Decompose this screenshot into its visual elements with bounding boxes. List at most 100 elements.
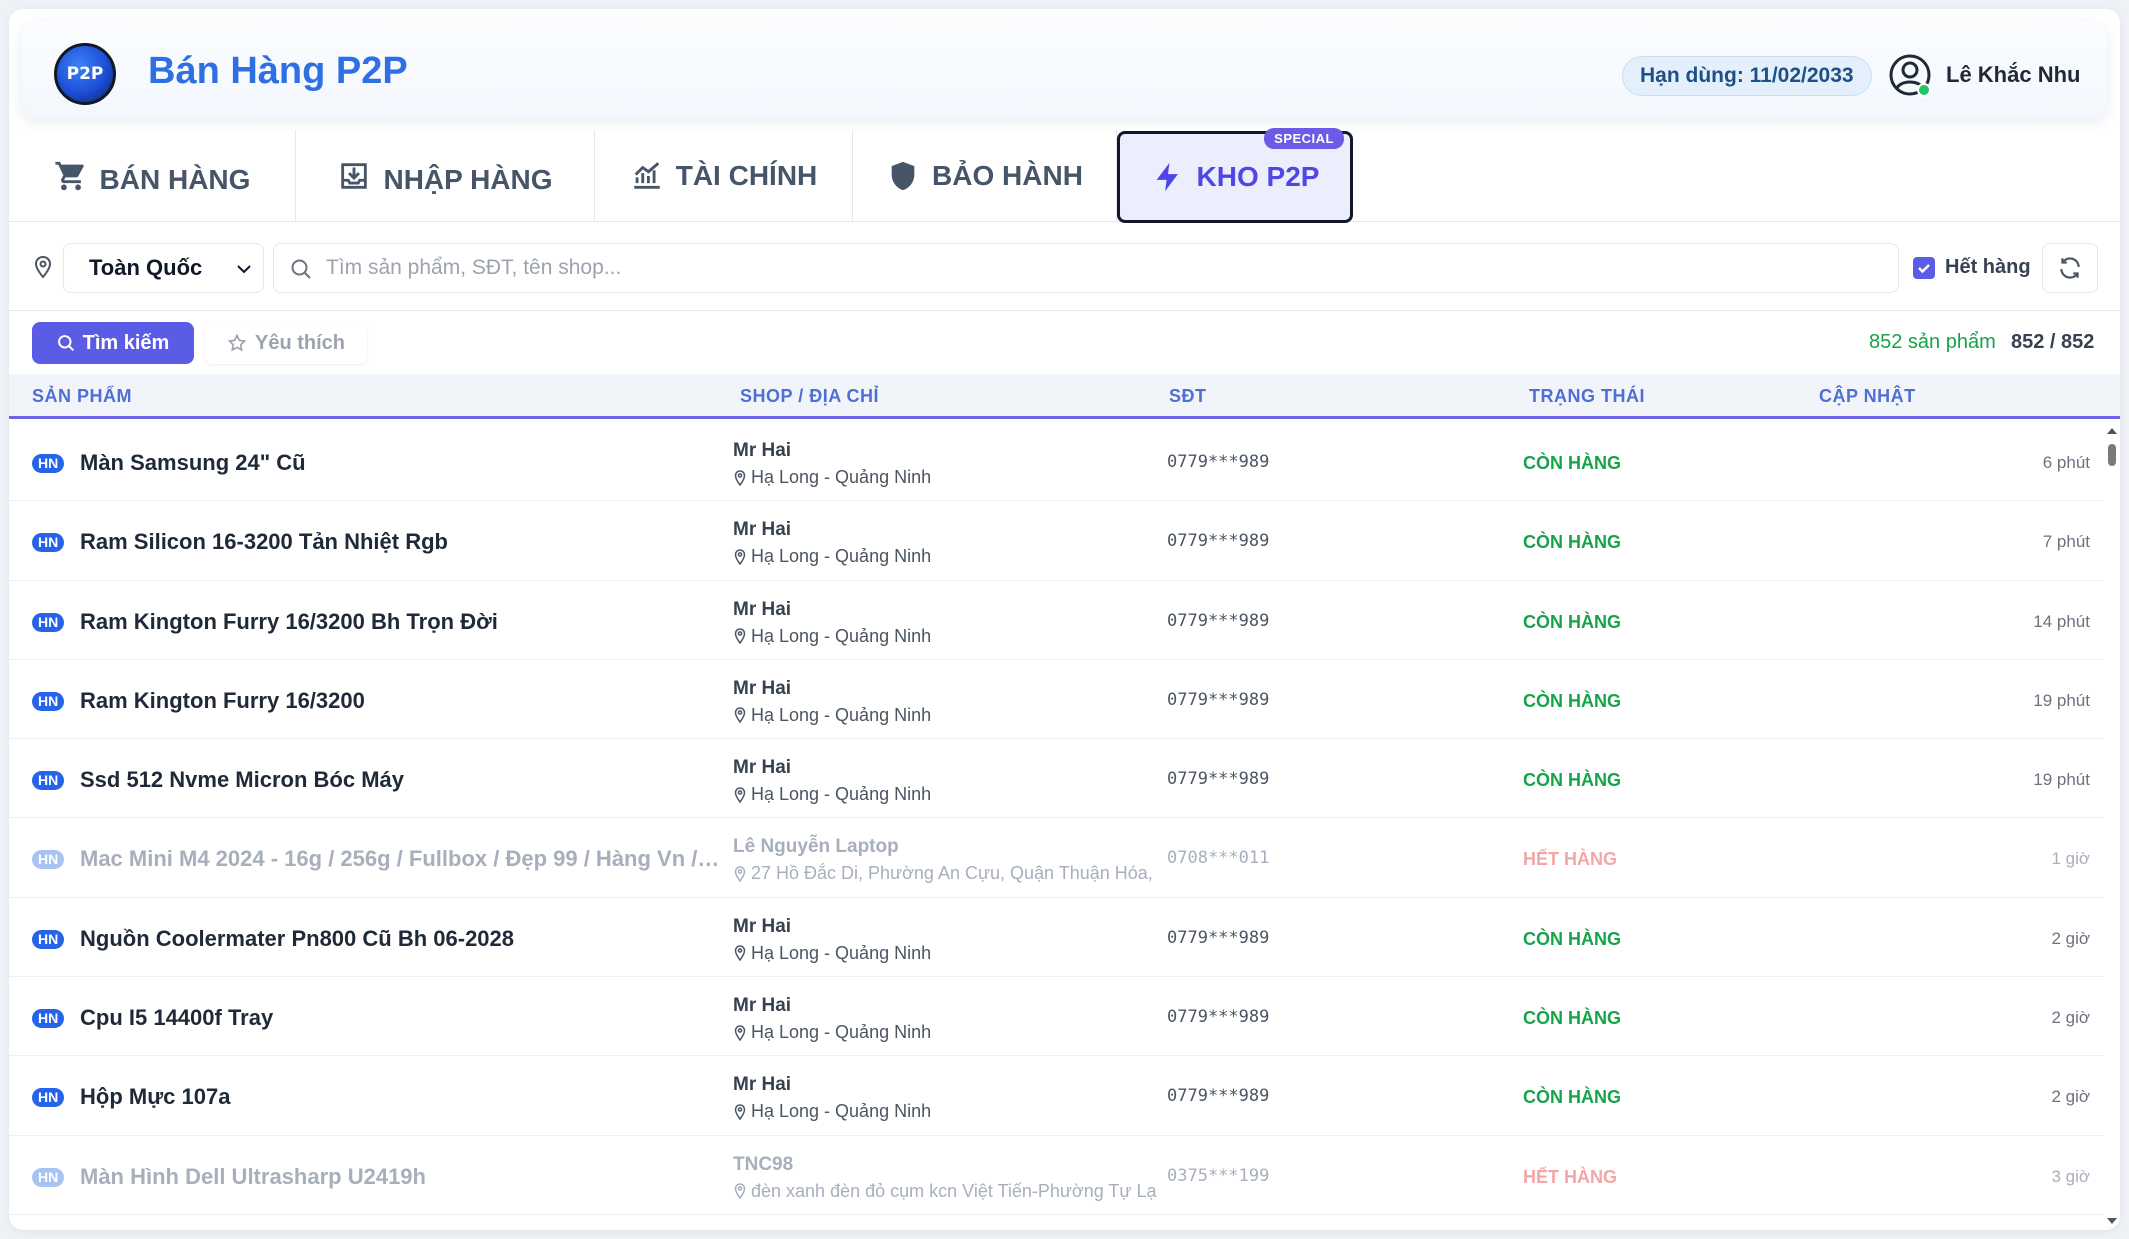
- phone-number: 0375***199: [1167, 1165, 1270, 1186]
- address-text: Hạ Long - Quảng Ninh: [751, 1101, 932, 1122]
- search-input[interactable]: [326, 244, 1886, 292]
- table-row[interactable]: HN Cpu I5 14400f Tray Mr Hai Hạ Long - Q…: [9, 977, 2104, 1057]
- shop-name: Lê Nguyễn Laptop: [733, 836, 899, 858]
- table-row[interactable]: HN Hộp Mực 107a Mr Hai Hạ Long - Quảng N…: [9, 1056, 2104, 1136]
- refresh-icon: [2060, 257, 2080, 279]
- address-text: đèn xanh đèn đỏ cụm kcn Việt Tiến-Phường…: [751, 1180, 1157, 1201]
- tab-kho-p2p[interactable]: SPECIAL KHO P2P: [1117, 128, 1353, 223]
- table-row[interactable]: HN Ssd 512 Nvme Micron Bóc Máy Mr Hai Hạ…: [9, 739, 2104, 819]
- lightning-icon: [1156, 162, 1178, 192]
- table-row[interactable]: HN Ram Kington Furry 16/3200 Mr Hai Hạ L…: [9, 660, 2104, 740]
- region-badge: HN: [32, 1009, 65, 1029]
- phone-number: 0779***989: [1167, 452, 1270, 472]
- product-name: Nguồn Coolermater Pn800 Cũ Bh 06-2028: [80, 925, 515, 951]
- page-count: 852 / 852: [2011, 331, 2095, 353]
- updated-time: 6 phút: [2042, 453, 2090, 472]
- tab-bao-hanh[interactable]: BẢO HÀNH: [853, 130, 1117, 222]
- out-of-stock-toggle[interactable]: Hết hàng: [1913, 256, 2031, 279]
- updated-time: 19 phút: [2033, 690, 2090, 710]
- app-window: P2P Bán Hàng P2P Hạn dùng: 11/02/2033 Lê…: [9, 9, 2120, 1230]
- location-pin-icon: [734, 1104, 746, 1120]
- location-pin-icon: [734, 1024, 746, 1041]
- favorite-button[interactable]: Yêu thích: [205, 322, 367, 364]
- product-count: 852 sản phẩm: [1869, 331, 1996, 353]
- table-scrollbar[interactable]: [2104, 422, 2120, 1230]
- search-icon: [57, 335, 74, 352]
- phone-number: 0779***989: [1167, 689, 1270, 710]
- status-text: CÒN HÀNG: [1523, 928, 1621, 949]
- shop-name: Mr Hai: [733, 440, 792, 461]
- status-text: CÒN HÀNG: [1523, 611, 1621, 632]
- star-icon: [227, 333, 247, 352]
- header-updated[interactable]: CẬP NHẬT: [1819, 386, 1916, 406]
- region-badge: HN: [32, 771, 65, 791]
- address-text: Hạ Long - Quảng Ninh: [751, 467, 932, 487]
- phone-number: 0779***989: [1167, 769, 1270, 790]
- product-name: Ram Kington Furry 16/3200 Bh Trọn Đời: [80, 608, 498, 634]
- table-row[interactable]: HN Màn Samsung 24" Cũ Mr Hai Hạ Long - Q…: [9, 422, 2104, 502]
- phone-number: 0779***989: [1167, 1007, 1270, 1028]
- shield-icon: [891, 161, 915, 191]
- address-text: Hạ Long - Quảng Ninh: [751, 546, 932, 567]
- scroll-up-arrow-icon[interactable]: [2107, 428, 2117, 434]
- main-tabs: BÁN HÀNG NHẬP HÀNG TÀI CHÍNH BẢO HÀNH SP…: [9, 128, 2120, 223]
- out-of-stock-label: Hết hàng: [1945, 256, 2031, 278]
- out-of-stock-checkbox[interactable]: [1913, 256, 1935, 279]
- refresh-button[interactable]: [2042, 243, 2098, 293]
- phone-number: 0779***989: [1167, 531, 1270, 552]
- logo-text: P2P: [66, 64, 104, 84]
- tab-label: BÁN HÀNG: [99, 164, 251, 195]
- location-pin-icon: [734, 945, 746, 962]
- user-name[interactable]: Lê Khắc Nhu: [1946, 62, 2081, 87]
- tab-ban-hang[interactable]: BÁN HÀNG: [9, 130, 296, 222]
- app-logo: P2P: [54, 43, 116, 105]
- table-row[interactable]: HN Ram Kington Furry 16/3200 Bh Trọn Đời…: [9, 581, 2104, 660]
- app-title: Bán Hàng P2P: [148, 50, 408, 92]
- product-name: Hộp Mực 107a: [80, 1084, 231, 1110]
- updated-time: 2 giờ: [2051, 1008, 2090, 1028]
- region-badge: HN: [32, 1088, 65, 1108]
- shop-address: Hạ Long - Quảng Ninh: [733, 943, 1157, 964]
- expiry-badge: Hạn dùng: 11/02/2033: [1622, 56, 1872, 96]
- favorite-button-label: Yêu thích: [254, 331, 345, 354]
- chart-line-icon: [633, 162, 660, 189]
- table-row[interactable]: HN Màn Hình Dell Ultrasharp U2419h TNC98…: [9, 1136, 2104, 1215]
- location-pin-icon: [34, 255, 52, 279]
- header-phone[interactable]: SĐT: [1169, 386, 1207, 406]
- tab-tai-chinh[interactable]: TÀI CHÍNH: [595, 130, 853, 222]
- header-product[interactable]: SẢN PHẨM: [32, 386, 133, 406]
- product-name: Ssd 512 Nvme Micron Bóc Máy: [80, 767, 405, 793]
- region-select[interactable]: Toàn Quốc: [63, 243, 264, 293]
- address-text: Hạ Long - Quảng Ninh: [751, 704, 932, 725]
- table-row[interactable]: HN Nguồn Coolermater Pn800 Cũ Bh 06-2028…: [9, 898, 2104, 978]
- app-header: P2P Bán Hàng P2P Hạn dùng: 11/02/2033 Lê…: [22, 22, 2107, 118]
- status-text: CÒN HÀNG: [1523, 1008, 1621, 1029]
- phone-number: 0779***989: [1167, 610, 1270, 631]
- search-button[interactable]: Tìm kiếm: [32, 322, 194, 364]
- scrollbar-thumb[interactable]: [2108, 444, 2116, 466]
- status-text: CÒN HÀNG: [1523, 1087, 1621, 1108]
- shop-name: Mr Hai: [733, 1074, 792, 1096]
- location-pin-icon: [734, 469, 746, 486]
- location-pin-icon: [734, 707, 746, 724]
- shop-name: Mr Hai: [733, 915, 792, 937]
- scroll-down-arrow-icon[interactable]: [2107, 1218, 2117, 1224]
- updated-time: 2 giờ: [2051, 1087, 2090, 1107]
- region-value: Toàn Quốc: [89, 255, 203, 280]
- tab-nhap-hang[interactable]: NHẬP HÀNG: [296, 130, 595, 222]
- table-row[interactable]: HN Mac Mini M4 2024 - 16g / 256g / Fullb…: [9, 818, 2104, 898]
- user-avatar-icon[interactable]: [1888, 53, 1934, 99]
- tab-label: BẢO HÀNH: [932, 160, 1083, 191]
- updated-time: 14 phút: [2033, 611, 2090, 631]
- header-status[interactable]: TRẠNG THÁI: [1529, 386, 1645, 406]
- table-row[interactable]: HN Ram Silicon 16-3200 Tản Nhiệt Rgb Mr …: [9, 501, 2104, 581]
- cart-icon: [54, 161, 84, 191]
- header-shop[interactable]: SHOP / ĐỊA CHỈ: [740, 386, 880, 406]
- tab-label: TÀI CHÍNH: [675, 160, 818, 191]
- updated-time: 7 phút: [2042, 532, 2090, 552]
- filter-bar: Toàn Quốc Hết hàng: [9, 223, 2120, 311]
- status-text: CÒN HÀNG: [1523, 770, 1621, 791]
- shop-name: Mr Hai: [733, 995, 792, 1017]
- address-text: Hạ Long - Quảng Ninh: [751, 625, 932, 646]
- location-pin-icon: [734, 1183, 746, 1200]
